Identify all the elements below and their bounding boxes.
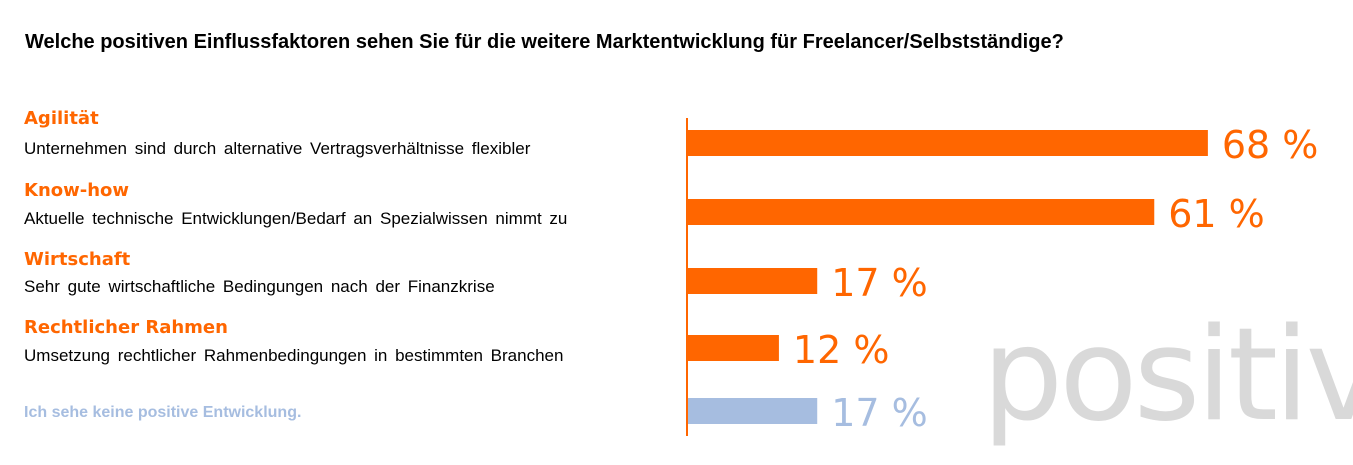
category-label-know-how: Know-how	[24, 180, 130, 201]
value-label-keine-positive-entwicklung: 17 %	[831, 391, 928, 435]
chart-title: Welche positiven Einflussfaktoren sehen …	[25, 31, 1064, 53]
category-description-rechtlicher-rahmen: Umsetzung rechtlicher Rahmenbedingungen …	[24, 346, 564, 365]
bar-rechtlicher-rahmen	[687, 335, 779, 361]
bar-know-how	[687, 199, 1155, 225]
value-label-agilitaet: 68 %	[1222, 123, 1319, 167]
category-description-know-how: Aktuelle technische Entwicklungen/Bedarf…	[24, 209, 568, 228]
category-label-keine-positive-entwicklung: Ich sehe keine positive Entwicklung.	[24, 404, 302, 421]
watermark-text: positiv	[982, 301, 1353, 450]
bar-wirtschaft	[687, 268, 818, 294]
bar-keine-positive-entwicklung	[687, 398, 818, 424]
category-description-agilitaet: Unternehmen sind durch alternative Vertr…	[24, 139, 531, 158]
category-label-wirtschaft: Wirtschaft	[24, 249, 131, 270]
value-label-rechtlicher-rahmen: 12 %	[793, 328, 890, 372]
category-label-rechtlicher-rahmen: Rechtlicher Rahmen	[24, 317, 228, 338]
value-label-wirtschaft: 17 %	[831, 261, 928, 305]
bar-agilitaet	[687, 130, 1208, 156]
category-description-wirtschaft: Sehr gute wirtschaftliche Bedingungen na…	[24, 277, 495, 296]
category-label-agilitaet: Agilität	[24, 108, 99, 129]
value-label-know-how: 61 %	[1168, 192, 1265, 236]
